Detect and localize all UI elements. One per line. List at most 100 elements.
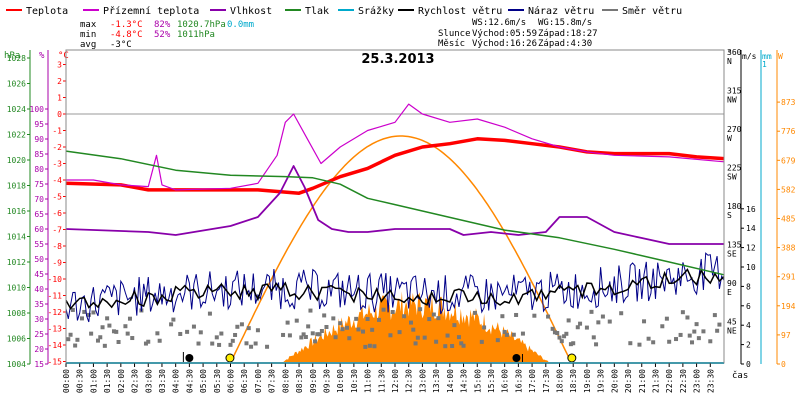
left-axis-tick-label: 40 <box>34 285 44 294</box>
wind-direction-point <box>89 331 94 336</box>
wind-direction-point <box>372 344 377 349</box>
legend-label-gust: Náraz větru <box>528 5 594 17</box>
w-axis-tick-label: 873 <box>781 98 796 107</box>
left-axis-tick-label: 1014 <box>7 233 26 242</box>
stats-max-hum: 82% <box>154 20 171 30</box>
x-axis: 00:00 00:30 01:00 01:30 02:00 02:30 03:00 03:30… <box>62 363 715 393</box>
legend-label-temp: Teplota <box>26 6 68 17</box>
ms-axis-tick-label: 4 <box>746 321 751 330</box>
wind-direction-point <box>265 344 270 349</box>
ms-axis-tick-label: 6 <box>746 302 751 311</box>
wind-direction-point <box>155 331 160 336</box>
wind-direction-point <box>589 309 594 314</box>
wind-direction-point <box>301 332 306 337</box>
wind-direction-point <box>701 329 706 334</box>
series-line-temp <box>65 137 725 195</box>
wind-direction-point <box>338 321 343 326</box>
wind-direction-point <box>511 332 516 337</box>
x-axis-tick-label: 04:30 <box>185 369 194 393</box>
wind-direction-series <box>66 307 722 349</box>
ms-axis-tick-label: 8 <box>746 282 751 291</box>
wind-direction-point <box>502 329 507 334</box>
moonrise-marker <box>512 354 521 362</box>
wind-direction-point <box>68 332 73 337</box>
wind-direction-point <box>255 328 260 333</box>
wind-direction-point <box>575 325 580 330</box>
wind-direction-point <box>253 341 258 346</box>
sun-theoretical-curve <box>229 135 571 365</box>
wind-direction-point <box>456 335 461 340</box>
wind-direction-point <box>169 322 174 327</box>
wind-direction-point <box>143 341 148 346</box>
wind-direction-point <box>431 312 436 317</box>
series-line-press <box>65 150 725 276</box>
w-axis-tick-label: 388 <box>781 244 796 253</box>
left-axis-tick-label: 1020 <box>7 156 26 165</box>
legend-label-hum: Vlhkost <box>230 6 272 17</box>
axis-unit-hpa: hPa <box>4 51 20 61</box>
wind-direction-point <box>717 322 722 327</box>
wind-direction-point <box>66 337 71 342</box>
left-axis-tick-label: -2 <box>52 143 62 152</box>
wind-direction-point <box>246 326 251 331</box>
wind-direction-point <box>564 331 569 336</box>
left-axis-tick-label: 1004 <box>7 360 26 369</box>
wind-direction-point <box>313 339 318 344</box>
x-axis-tick-label: 01:30 <box>103 369 112 393</box>
direction-tick-label: SE <box>727 249 737 258</box>
direction-tick-label: S <box>727 211 732 220</box>
x-axis-tick-label: 17:30 <box>542 369 551 393</box>
stats-max-temp: -1.3°C <box>110 20 143 30</box>
wind-direction-point <box>415 335 420 340</box>
x-axis-tick-label: 08:00 <box>281 369 290 393</box>
axis-unit-percent: % <box>39 51 45 61</box>
direction-tick-label: E <box>727 288 732 297</box>
wind-direction-point <box>191 324 196 329</box>
wind-direction-point <box>514 312 519 317</box>
direction-tick-degrees: 45 <box>727 317 737 326</box>
sunset-marker <box>567 353 577 363</box>
axis-unit-celsius: °C <box>58 51 69 61</box>
left-axis-tick-label: 75 <box>34 180 44 189</box>
wind-direction-point <box>114 329 119 334</box>
wind-direction-point <box>479 339 484 344</box>
x-axis-tick-label: 05:00 <box>199 369 208 393</box>
left-axis-tick-label: 2 <box>57 77 62 86</box>
ms-axis-tick-label: 0 <box>746 360 751 369</box>
stats-min-press: 1011hPa <box>177 30 215 40</box>
wind-direction-point <box>281 332 286 337</box>
left-axis-tick-label: 45 <box>34 270 44 279</box>
wind-direction-point <box>559 339 564 344</box>
left-axis-tick-label: 1028 <box>7 54 26 63</box>
x-axis-tick-label: 17:00 <box>528 369 537 393</box>
x-axis-tick-label: 13:00 <box>418 369 427 393</box>
wind-direction-point <box>452 323 457 328</box>
wind-direction-point <box>532 313 537 318</box>
wind-direction-point <box>461 343 466 348</box>
x-axis-tick-label: 15:00 <box>473 369 482 393</box>
wind-direction-point <box>422 335 427 340</box>
wind-direction-point <box>363 344 368 349</box>
wind-direction-point <box>596 320 601 325</box>
wind-direction-point <box>660 324 665 329</box>
legend-label-dir: Směr větru <box>622 5 682 17</box>
left-axis-tick-label: 1026 <box>7 80 26 89</box>
wind-direction-point <box>591 335 596 340</box>
wind-direction-point <box>562 334 567 339</box>
left-axis-tick-label: 1022 <box>7 131 26 140</box>
wind-direction-point <box>79 316 84 321</box>
left-axis-tick-label: 100 <box>30 105 45 114</box>
wind-gust-line <box>65 252 725 323</box>
wind-direction-point <box>70 307 75 312</box>
left-axis-tick-label: -8 <box>52 242 62 251</box>
wind-speed-info: WS:12.6m/s <box>472 18 526 28</box>
moon-set-info: Západ:4:30 <box>538 39 592 49</box>
axis-unit-mm: mm <box>762 52 772 61</box>
wind-direction-point <box>198 330 203 335</box>
stats-max-rain: 0.0mm <box>227 20 254 30</box>
wind-direction-point <box>472 310 477 315</box>
wind-direction-point <box>413 341 418 346</box>
wind-direction-point <box>214 335 219 340</box>
wind-direction-point <box>459 341 464 346</box>
